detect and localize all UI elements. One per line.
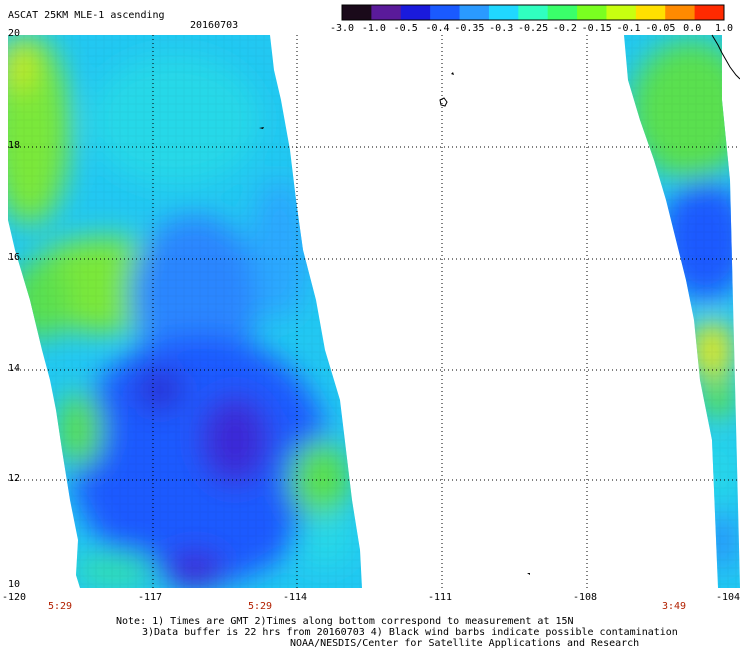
footer-credit: NOAA/NESDIS/Center for Satellite Applica… [290,638,640,649]
colorbar-label: -0.05 [645,23,676,34]
colorbar-swatch [459,5,490,20]
pass-time: 5:29 [48,601,73,612]
colorbar [341,4,725,21]
lon-label: -104 [716,592,740,603]
lat-label: 14 [8,363,21,374]
colorbar-swatch [665,5,696,20]
colorbar-swatch [342,5,372,20]
pass-time: 3:49 [662,601,687,612]
colorbar-label: 0.0 [683,23,702,34]
colorbar-swatch [518,5,549,20]
colorbar-label: -0.15 [581,23,612,34]
colorbar-border [341,4,725,21]
lon-label: -111 [428,592,453,603]
lat-label: 10 [8,579,21,590]
footer-note-1: Note: 1) Times are GMT 2)Times along bot… [116,616,574,627]
colorbar-label: -0.2 [552,23,577,34]
colorbar-swatch [488,5,519,20]
colorbar-label: -0.35 [454,23,485,34]
colorbar-swatch [635,5,666,20]
colorbar-label: -0.25 [518,23,549,34]
colorbar-label: -0.3 [489,23,514,34]
island-outline [439,97,448,107]
map-date: 20160703 [190,20,239,31]
island-mark [451,72,454,75]
colorbar-swatch [577,5,607,20]
island-mark [527,573,530,575]
colorbar-swatch [547,5,578,20]
colorbar-label: -0.5 [393,23,418,34]
pass-time: 5:29 [248,601,273,612]
right-swath [624,35,740,588]
lat-label: 16 [8,252,21,263]
colorbar-swatch [400,5,431,20]
colorbar-label: -3.0 [330,23,355,34]
colorbar-label: -0.1 [616,23,641,34]
colorbar-label: -1.0 [361,23,386,34]
colorbar-swatch [430,5,461,20]
lon-label: -120 [2,592,27,603]
lon-label: -117 [138,592,163,603]
colorbar-swatch [694,5,725,20]
colorbar-label: 1.0 [715,23,734,34]
footer-note-2: 3)Data buffer is 22 hrs from 20160703 4)… [142,627,678,638]
colorbar-swatch [606,5,637,20]
colorbar-label: -0.4 [425,23,450,34]
lat-label: 18 [8,140,21,151]
lat-label: 12 [8,473,21,484]
grid-lines [8,35,740,588]
left-swath [8,35,362,588]
lat-label: 20 [8,28,21,39]
coastline [711,34,740,80]
lon-label: -108 [573,592,598,603]
island-mark [259,127,264,129]
lon-label: -114 [283,592,308,603]
map-title: ASCAT 25KM MLE-1 ascending [8,10,165,21]
colorbar-swatch [371,5,402,20]
